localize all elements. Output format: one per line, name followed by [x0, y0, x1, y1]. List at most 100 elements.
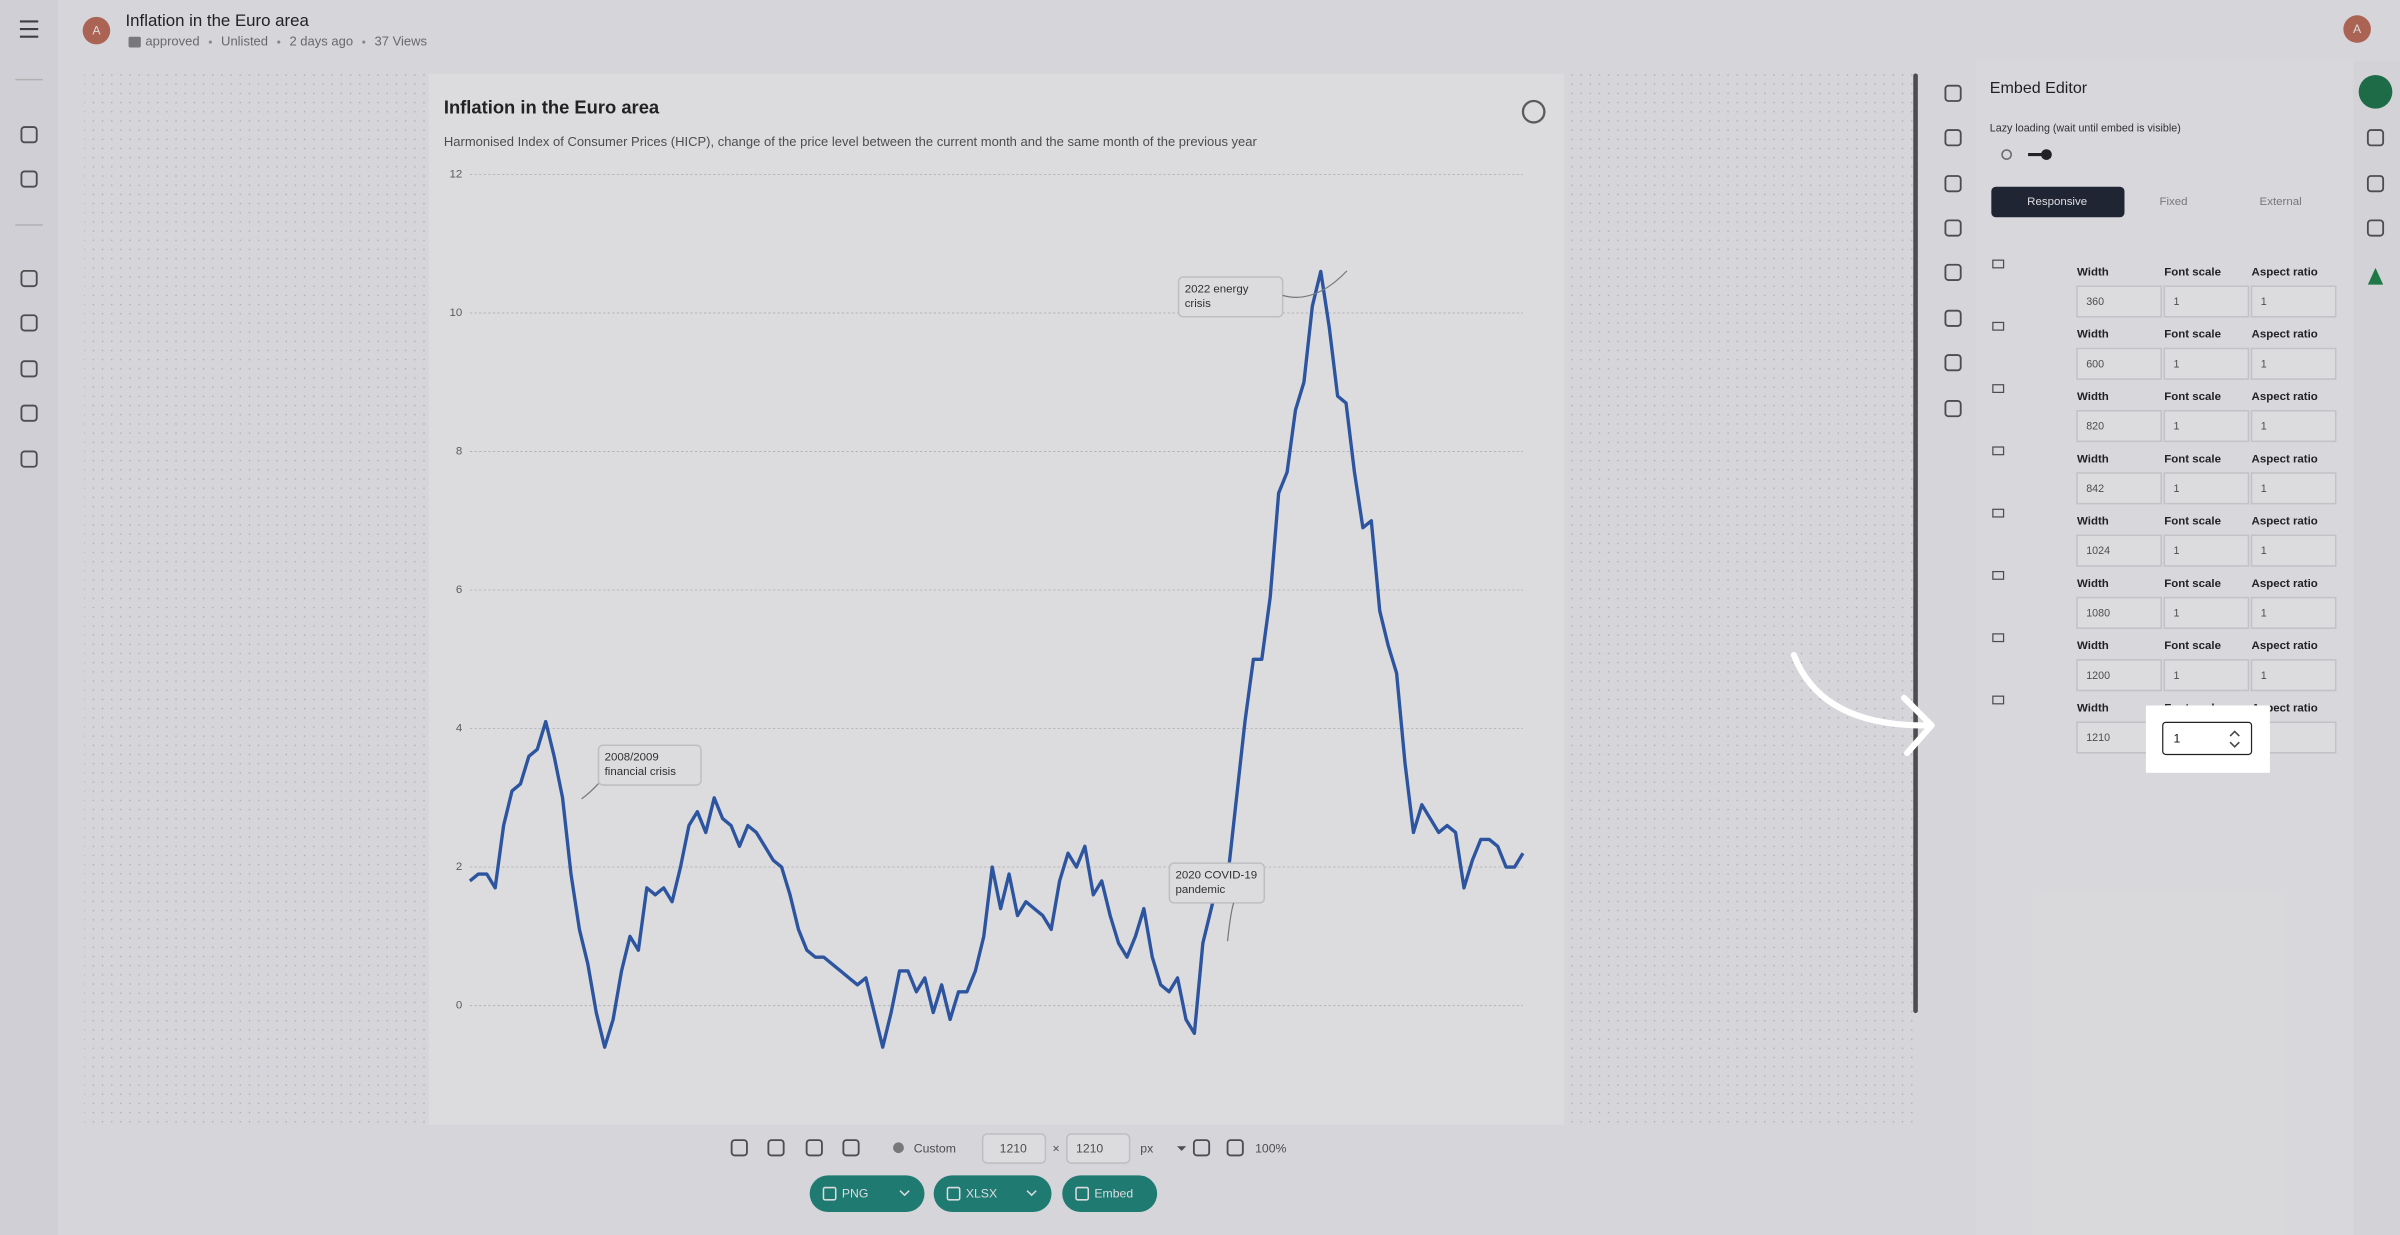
icon[interactable]	[2366, 175, 2385, 193]
annotation-text: 2008/2009	[605, 752, 659, 764]
icon[interactable]	[1944, 219, 1962, 237]
button-label: Embed	[1094, 1187, 1133, 1201]
meta-item: 37 Views	[375, 34, 428, 49]
icon[interactable]	[842, 1139, 860, 1157]
icon[interactable]	[2366, 219, 2385, 237]
column-label: Font scale	[2164, 453, 2221, 465]
input[interactable]	[2076, 472, 2162, 505]
annotation-box	[597, 744, 702, 786]
dropdown-caret[interactable]	[1177, 1146, 1187, 1151]
column-label: Font scale	[2164, 391, 2221, 403]
input[interactable]	[2250, 347, 2337, 380]
tab: Fixed	[2159, 196, 2187, 208]
input[interactable]	[2076, 285, 2162, 318]
input-value: 1	[2173, 358, 2179, 370]
icon[interactable]	[1192, 1139, 1211, 1157]
icon[interactable]	[1944, 309, 1962, 327]
focused-value: 1	[2173, 731, 2180, 745]
input[interactable]	[2163, 659, 2250, 692]
embed-panel	[1976, 61, 2353, 1235]
column-label: Width	[2077, 640, 2109, 652]
toggle-knob[interactable]	[2041, 149, 2052, 160]
column-label: Aspect ratio	[2252, 578, 2318, 590]
icon[interactable]	[1944, 263, 1962, 281]
device-icon	[1992, 259, 2005, 269]
input[interactable]	[2076, 596, 2162, 629]
input[interactable]	[2163, 472, 2250, 505]
tab: External	[2260, 196, 2302, 208]
device-icon	[1992, 570, 2005, 580]
input[interactable]	[2076, 659, 2162, 692]
unit-label: px	[1140, 1142, 1153, 1156]
input[interactable]	[2163, 285, 2250, 318]
annotation-text: 2020 COVID-19	[1176, 869, 1258, 881]
width-input[interactable]	[981, 1133, 1047, 1164]
column-label: Width	[2077, 266, 2109, 278]
timer-icon	[2001, 149, 2012, 160]
input[interactable]	[2250, 659, 2337, 692]
save-button[interactable]	[2358, 74, 2393, 109]
icon[interactable]	[1944, 175, 1962, 193]
user-avatar[interactable]	[2343, 15, 2371, 43]
icon[interactable]	[20, 269, 38, 288]
button-caret	[899, 1190, 910, 1197]
icon[interactable]	[805, 1139, 823, 1157]
spinner[interactable]	[2229, 730, 2240, 748]
button-icon	[946, 1186, 961, 1201]
icon[interactable]	[1226, 1139, 1244, 1157]
folder-icon	[128, 36, 141, 48]
input[interactable]	[2250, 285, 2337, 318]
device-icon	[1992, 508, 2005, 518]
focused-input[interactable]	[2162, 721, 2253, 756]
input[interactable]	[2076, 409, 2162, 443]
icon[interactable]	[20, 126, 38, 144]
input-value: 842	[2086, 483, 2104, 495]
icon[interactable]	[20, 170, 38, 188]
input[interactable]	[2163, 347, 2250, 380]
panel-title: Embed Editor	[1990, 79, 2088, 97]
icon[interactable]	[1944, 84, 1962, 102]
chart-title: Inflation in the Euro area	[444, 97, 660, 118]
icon[interactable]	[20, 404, 38, 422]
icon[interactable]	[20, 314, 38, 332]
icon[interactable]	[767, 1139, 785, 1157]
input[interactable]	[2163, 534, 2250, 567]
input-value: 1	[2173, 483, 2179, 495]
icon[interactable]	[20, 360, 38, 378]
tab-active[interactable]	[1991, 186, 2125, 218]
input-value: 1	[2173, 545, 2179, 557]
icon[interactable]	[1944, 354, 1962, 372]
input[interactable]	[2163, 409, 2250, 443]
input[interactable]	[2163, 596, 2250, 629]
icon[interactable]	[1944, 129, 1962, 147]
input[interactable]	[2250, 534, 2337, 567]
device-icon	[1992, 633, 2005, 643]
input[interactable]	[2076, 534, 2162, 567]
input-value: 1210	[2086, 732, 2110, 744]
chart-card	[428, 73, 1565, 1125]
input-value: 600	[2086, 358, 2104, 370]
input-value: 360	[2086, 296, 2104, 308]
icon[interactable]	[2366, 129, 2385, 147]
y-tick-label: 4	[456, 723, 463, 735]
column-label: Width	[2077, 391, 2109, 403]
document-title: Inflation in the Euro area	[126, 11, 310, 30]
y-tick-label: 10	[449, 307, 462, 319]
icon[interactable]	[20, 450, 38, 468]
input[interactable]	[2250, 596, 2337, 629]
icon[interactable]	[730, 1139, 748, 1157]
input[interactable]	[2076, 347, 2162, 380]
chart-logo	[1521, 99, 1546, 124]
input[interactable]	[2250, 409, 2337, 443]
input-value: 1	[2261, 296, 2267, 308]
export-button[interactable]	[1062, 1175, 1158, 1213]
separator-dot	[277, 40, 281, 44]
menu-icon[interactable]	[19, 20, 39, 38]
icon[interactable]	[1944, 400, 1962, 418]
input[interactable]	[2250, 472, 2337, 505]
export-button[interactable]	[809, 1175, 925, 1213]
preset-icon	[893, 1142, 904, 1154]
annotation-text: 2022 energy	[1185, 283, 1249, 295]
export-button[interactable]	[933, 1175, 1052, 1213]
height-input[interactable]	[1066, 1133, 1131, 1164]
